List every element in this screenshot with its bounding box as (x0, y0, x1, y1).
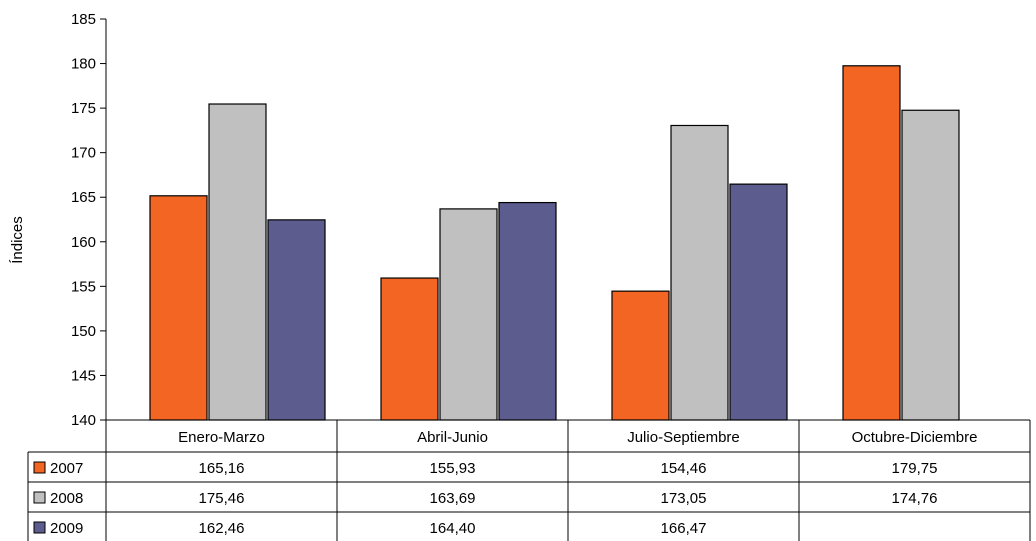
bar-2009-1 (498, 201, 557, 421)
y-tick-label: 160 (71, 234, 96, 251)
y-tick-label: 150 (71, 323, 96, 340)
y-tick-label: 175 (71, 100, 96, 117)
legend-label: 2007 (50, 460, 83, 477)
bar-2009-2 (729, 183, 788, 421)
legend-label: 2009 (50, 520, 83, 537)
category-label: Octubre-Diciembre (852, 429, 978, 446)
y-tick-label: 180 (71, 56, 96, 73)
data-label: 154,46 (661, 460, 707, 477)
y-tick-label: 140 (71, 412, 96, 429)
data-label: 173,05 (661, 490, 707, 507)
category-label: Abril-Junio (417, 429, 488, 446)
y-axis-label: Índices (9, 216, 26, 264)
bar-2009-0 (267, 219, 326, 421)
y-tick-label: 165 (71, 189, 96, 206)
legend-swatch-2007 (33, 461, 46, 474)
bar-2008-2 (670, 124, 729, 421)
data-label: 155,93 (430, 460, 476, 477)
data-table: Enero-Marzo Abril-Junio Julio-Septiembre Oc… (27, 419, 1031, 541)
bar-2007-1 (380, 277, 439, 421)
bar-2008-3 (901, 109, 960, 421)
bars (149, 65, 960, 421)
bar-2007-3 (842, 65, 901, 421)
legend-label: 2008 (50, 490, 83, 507)
data-label: 164,40 (430, 520, 476, 537)
category-label: Enero-Marzo (178, 429, 265, 446)
data-label: 179,75 (892, 460, 938, 477)
data-label: 165,16 (199, 460, 245, 477)
bar-2008-0 (208, 103, 267, 421)
data-label: 166,47 (661, 520, 707, 537)
y-tick-label: 185 (71, 11, 96, 28)
bar-2007-0 (149, 195, 208, 421)
y-tick-label: 145 (71, 367, 96, 384)
bar-2008-1 (439, 208, 498, 421)
legend-swatch-2008 (33, 491, 46, 504)
data-label: 175,46 (199, 490, 245, 507)
data-label: 174,76 (892, 490, 938, 507)
y-tick-label: 170 (71, 145, 96, 162)
category-label: Julio-Septiembre (627, 429, 740, 446)
bar-2007-2 (611, 290, 670, 421)
legend-swatch-2009 (33, 521, 46, 534)
y-axis: 140 145 150 155 160 165 170 175 180 185 (71, 11, 107, 429)
data-label: 163,69 (430, 490, 476, 507)
y-tick-label: 155 (71, 278, 96, 295)
data-label: 162,46 (199, 520, 245, 537)
